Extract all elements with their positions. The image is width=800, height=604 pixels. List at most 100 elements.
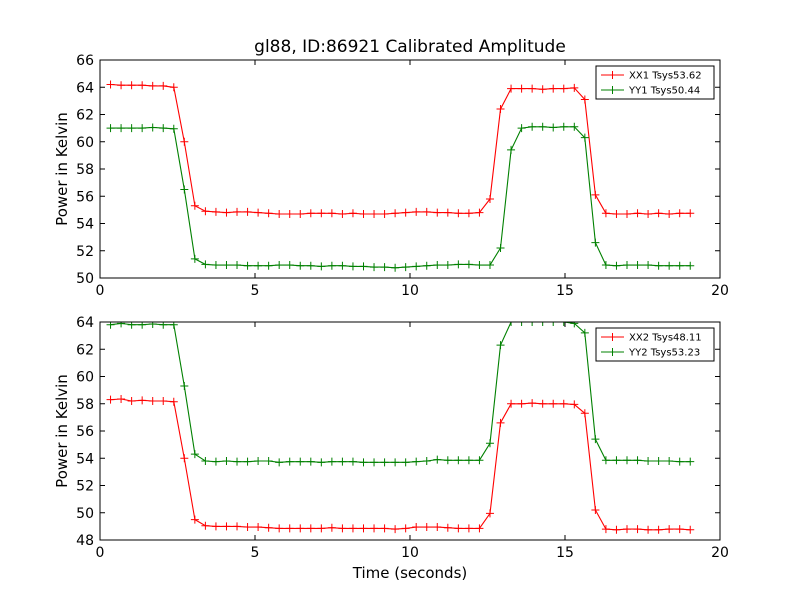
data-point: [254, 208, 263, 217]
data-point: [443, 208, 452, 217]
data-point: [528, 399, 537, 408]
data-point: [601, 261, 610, 270]
data-point: [475, 524, 484, 533]
x-tick-label: 20: [711, 545, 729, 561]
data-point: [338, 209, 347, 218]
data-point: [654, 261, 663, 270]
data-point: [464, 209, 473, 218]
legend-marker: [608, 71, 617, 79]
data-point: [559, 84, 568, 93]
data-point: [433, 523, 442, 532]
data-point: [296, 261, 305, 270]
data-point: [211, 457, 220, 466]
data-point: [686, 457, 695, 466]
data-point: [464, 524, 473, 533]
data-point: [538, 122, 547, 131]
data-point: [433, 208, 442, 217]
data-point: [507, 322, 516, 326]
data-point: [201, 207, 210, 216]
x-tick-label: 15: [556, 545, 574, 561]
data-point: [190, 515, 199, 524]
data-point: [243, 523, 252, 532]
y-tick-label: 64: [76, 80, 94, 96]
data-point: [338, 524, 347, 533]
data-point: [612, 456, 621, 465]
data-point: [517, 124, 526, 133]
data-point: [654, 209, 663, 218]
data-point: [180, 137, 189, 146]
data-point: [348, 524, 357, 533]
data-point: [401, 208, 410, 217]
data-point: [201, 260, 210, 269]
data-point: [264, 523, 273, 532]
data-point: [391, 263, 400, 272]
legend-box: [595, 327, 715, 362]
data-point: [222, 522, 231, 531]
data-point: [138, 124, 147, 133]
data-point: [612, 261, 621, 270]
data-point: [285, 261, 294, 270]
data-point: [496, 105, 505, 114]
data-point: [190, 201, 199, 210]
data-point: [464, 260, 473, 269]
data-point: [106, 395, 115, 404]
data-point: [211, 207, 220, 216]
data-point: [665, 209, 674, 218]
data-point: [549, 84, 558, 93]
data-point: [454, 209, 463, 218]
data-point: [612, 209, 621, 218]
data-point: [591, 238, 600, 247]
legend: XX2 Tsys48.11 YY2 Tsys53.23: [595, 327, 715, 362]
y-tick-label: 60: [76, 135, 94, 151]
data-point: [370, 209, 379, 218]
data-point: [296, 209, 305, 218]
data-point: [233, 207, 242, 216]
data-point: [528, 84, 537, 93]
data-point: [507, 399, 516, 408]
x-axis-label: Time (seconds): [352, 564, 468, 582]
data-point: [644, 456, 653, 465]
data-point: [233, 261, 242, 270]
data-point: [464, 456, 473, 465]
data-point: [665, 456, 674, 465]
data-point: [496, 244, 505, 253]
data-point: [106, 80, 115, 89]
data-point: [296, 524, 305, 533]
y-tick-label: 66: [76, 53, 94, 69]
data-point: [654, 525, 663, 534]
data-point: [559, 399, 568, 408]
data-point: [612, 525, 621, 534]
data-point: [285, 457, 294, 466]
data-point: [601, 209, 610, 218]
data-point: [644, 261, 653, 270]
y-tick-label: 58: [76, 397, 94, 413]
y-tick-label: 54: [76, 451, 94, 467]
x-tick-label: 15: [556, 283, 574, 299]
legend: XX1 Tsys53.62 YY1 Tsys50.44: [595, 65, 715, 100]
y-axis-label: Power in Kelvin: [53, 112, 71, 226]
data-point: [275, 458, 284, 467]
data-point: [370, 458, 379, 467]
y-tick-label: 52: [76, 244, 94, 260]
y-tick-label: 54: [76, 217, 94, 233]
y-tick-label: 56: [76, 424, 94, 440]
data-point: [243, 207, 252, 216]
data-point: [254, 456, 263, 465]
y-tick-label: 50: [76, 506, 94, 522]
data-point: [138, 81, 147, 90]
data-point: [359, 524, 368, 533]
data-point: [422, 261, 431, 270]
data-point: [306, 209, 315, 218]
data-point: [317, 458, 326, 467]
data-point: [528, 322, 537, 326]
data-point: [159, 397, 168, 406]
data-point: [675, 525, 684, 534]
data-point: [538, 85, 547, 94]
data-point: [665, 525, 674, 534]
x-tick-label: 5: [251, 545, 260, 561]
data-point: [117, 81, 126, 90]
data-point: [591, 190, 600, 199]
data-point: [391, 458, 400, 467]
data-point: [243, 457, 252, 466]
legend-box: [595, 65, 715, 100]
